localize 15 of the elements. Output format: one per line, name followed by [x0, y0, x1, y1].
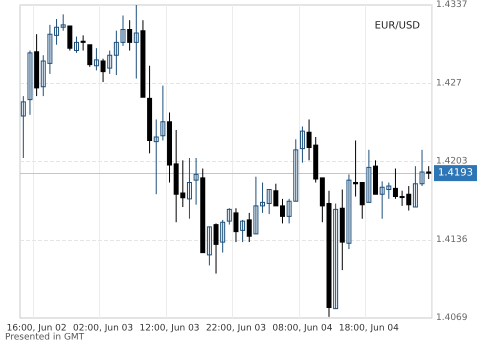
- x-tick-label: 16:00, Jun 02: [6, 324, 67, 334]
- candlestick: [80, 34, 86, 52]
- x-tick-label: 02:00, Jun 03: [73, 324, 134, 334]
- text: Presented in GMT: [5, 332, 85, 342]
- y-tick-label: 1.427: [436, 78, 462, 88]
- x-tick-label: 22:00, Jun 03: [206, 324, 266, 334]
- x-tick-label: 08:00, Jun 04: [272, 324, 333, 334]
- ref-line-label: 1.4193: [438, 168, 473, 179]
- y-tick-label: 1.4069: [436, 313, 468, 323]
- y-tick-label: 1.4203: [436, 156, 468, 166]
- x-tick-label: 18:00, Jun 04: [338, 324, 400, 334]
- text: EUR/USD: [374, 20, 420, 32]
- x-tick-label: 12:00, Jun 03: [139, 324, 200, 334]
- y-tick-label: 1.4337: [436, 0, 468, 10]
- y-tick-label: 1.4136: [436, 234, 468, 245]
